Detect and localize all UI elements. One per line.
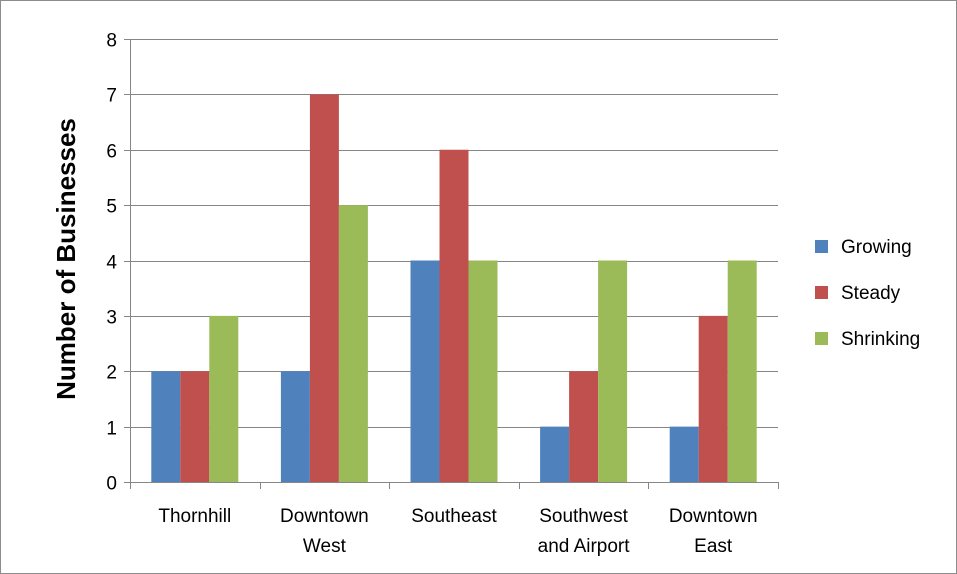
bar-growing <box>669 426 699 482</box>
bar-growing <box>151 371 181 482</box>
legend-label-growing: Growing <box>841 237 912 258</box>
legend-label-steady: Steady <box>841 283 901 304</box>
bar-shrinking <box>598 260 628 482</box>
legend: Growing Steady Shrinking <box>815 237 920 350</box>
bar-growing <box>410 260 440 482</box>
y-tick-label: 8 <box>106 31 117 52</box>
y-tick-label: 6 <box>106 142 117 163</box>
y-tick-label: 4 <box>106 253 117 274</box>
y-tick-label: 5 <box>106 197 117 218</box>
axes <box>124 39 779 489</box>
bar-shrinking <box>338 205 368 482</box>
bar-steady <box>439 149 469 482</box>
legend-swatch-shrinking <box>815 332 828 345</box>
bar-growing <box>280 371 310 482</box>
legend-label-shrinking: Shrinking <box>841 329 920 350</box>
legend-swatch-steady <box>815 286 828 299</box>
legend-swatch-growing <box>815 240 828 253</box>
y-tick-label: 1 <box>106 419 117 440</box>
y-axis-title: Number of Businesses <box>51 118 81 400</box>
bar-steady <box>309 94 339 482</box>
x-category-label: Thornhill <box>158 506 231 527</box>
bar-shrinking <box>209 315 239 482</box>
y-tick-label: 7 <box>106 86 117 107</box>
y-tick-label: 3 <box>106 308 117 329</box>
x-category-label: Downtown West <box>280 506 369 557</box>
bar-steady <box>698 315 728 482</box>
y-tick-label: 2 <box>106 363 117 384</box>
labels: 0 1 2 3 4 5 6 7 8 Thornhill Downtown West Southeast S… <box>106 31 757 558</box>
bar-growing <box>540 426 570 482</box>
bar-shrinking <box>727 260 757 482</box>
bar-shrinking <box>468 260 498 482</box>
x-category-label: Downtown East <box>669 506 758 557</box>
bar-steady <box>180 371 210 482</box>
x-category-label: Southeast <box>411 506 497 527</box>
bars <box>151 94 757 482</box>
y-tick-label: 0 <box>106 474 117 495</box>
bar-steady <box>569 371 599 482</box>
x-category-label: Southwest and Airport <box>538 506 631 557</box>
